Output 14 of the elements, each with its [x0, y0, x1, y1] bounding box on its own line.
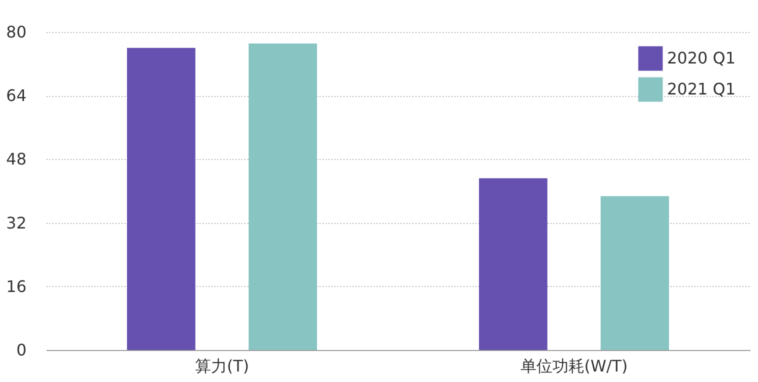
x-tick-label: 算力(T)	[194, 356, 250, 376]
y-tick-label: 48	[6, 150, 26, 169]
y-tick-label: 80	[6, 22, 26, 42]
legend-label: 2021 Q1	[667, 80, 736, 98]
x-tick-label: 单位功耗(W/T)	[520, 356, 628, 376]
legend-label: 2020 Q1	[667, 48, 736, 68]
bar	[248, 44, 317, 350]
bar	[479, 178, 548, 350]
bar	[600, 196, 669, 350]
y-tick-label: 64	[6, 86, 26, 106]
y-tick-label: 16	[6, 276, 26, 296]
y-tick-label: 32	[6, 213, 26, 232]
bar	[127, 48, 196, 350]
y-tick-label: 0	[16, 340, 26, 360]
